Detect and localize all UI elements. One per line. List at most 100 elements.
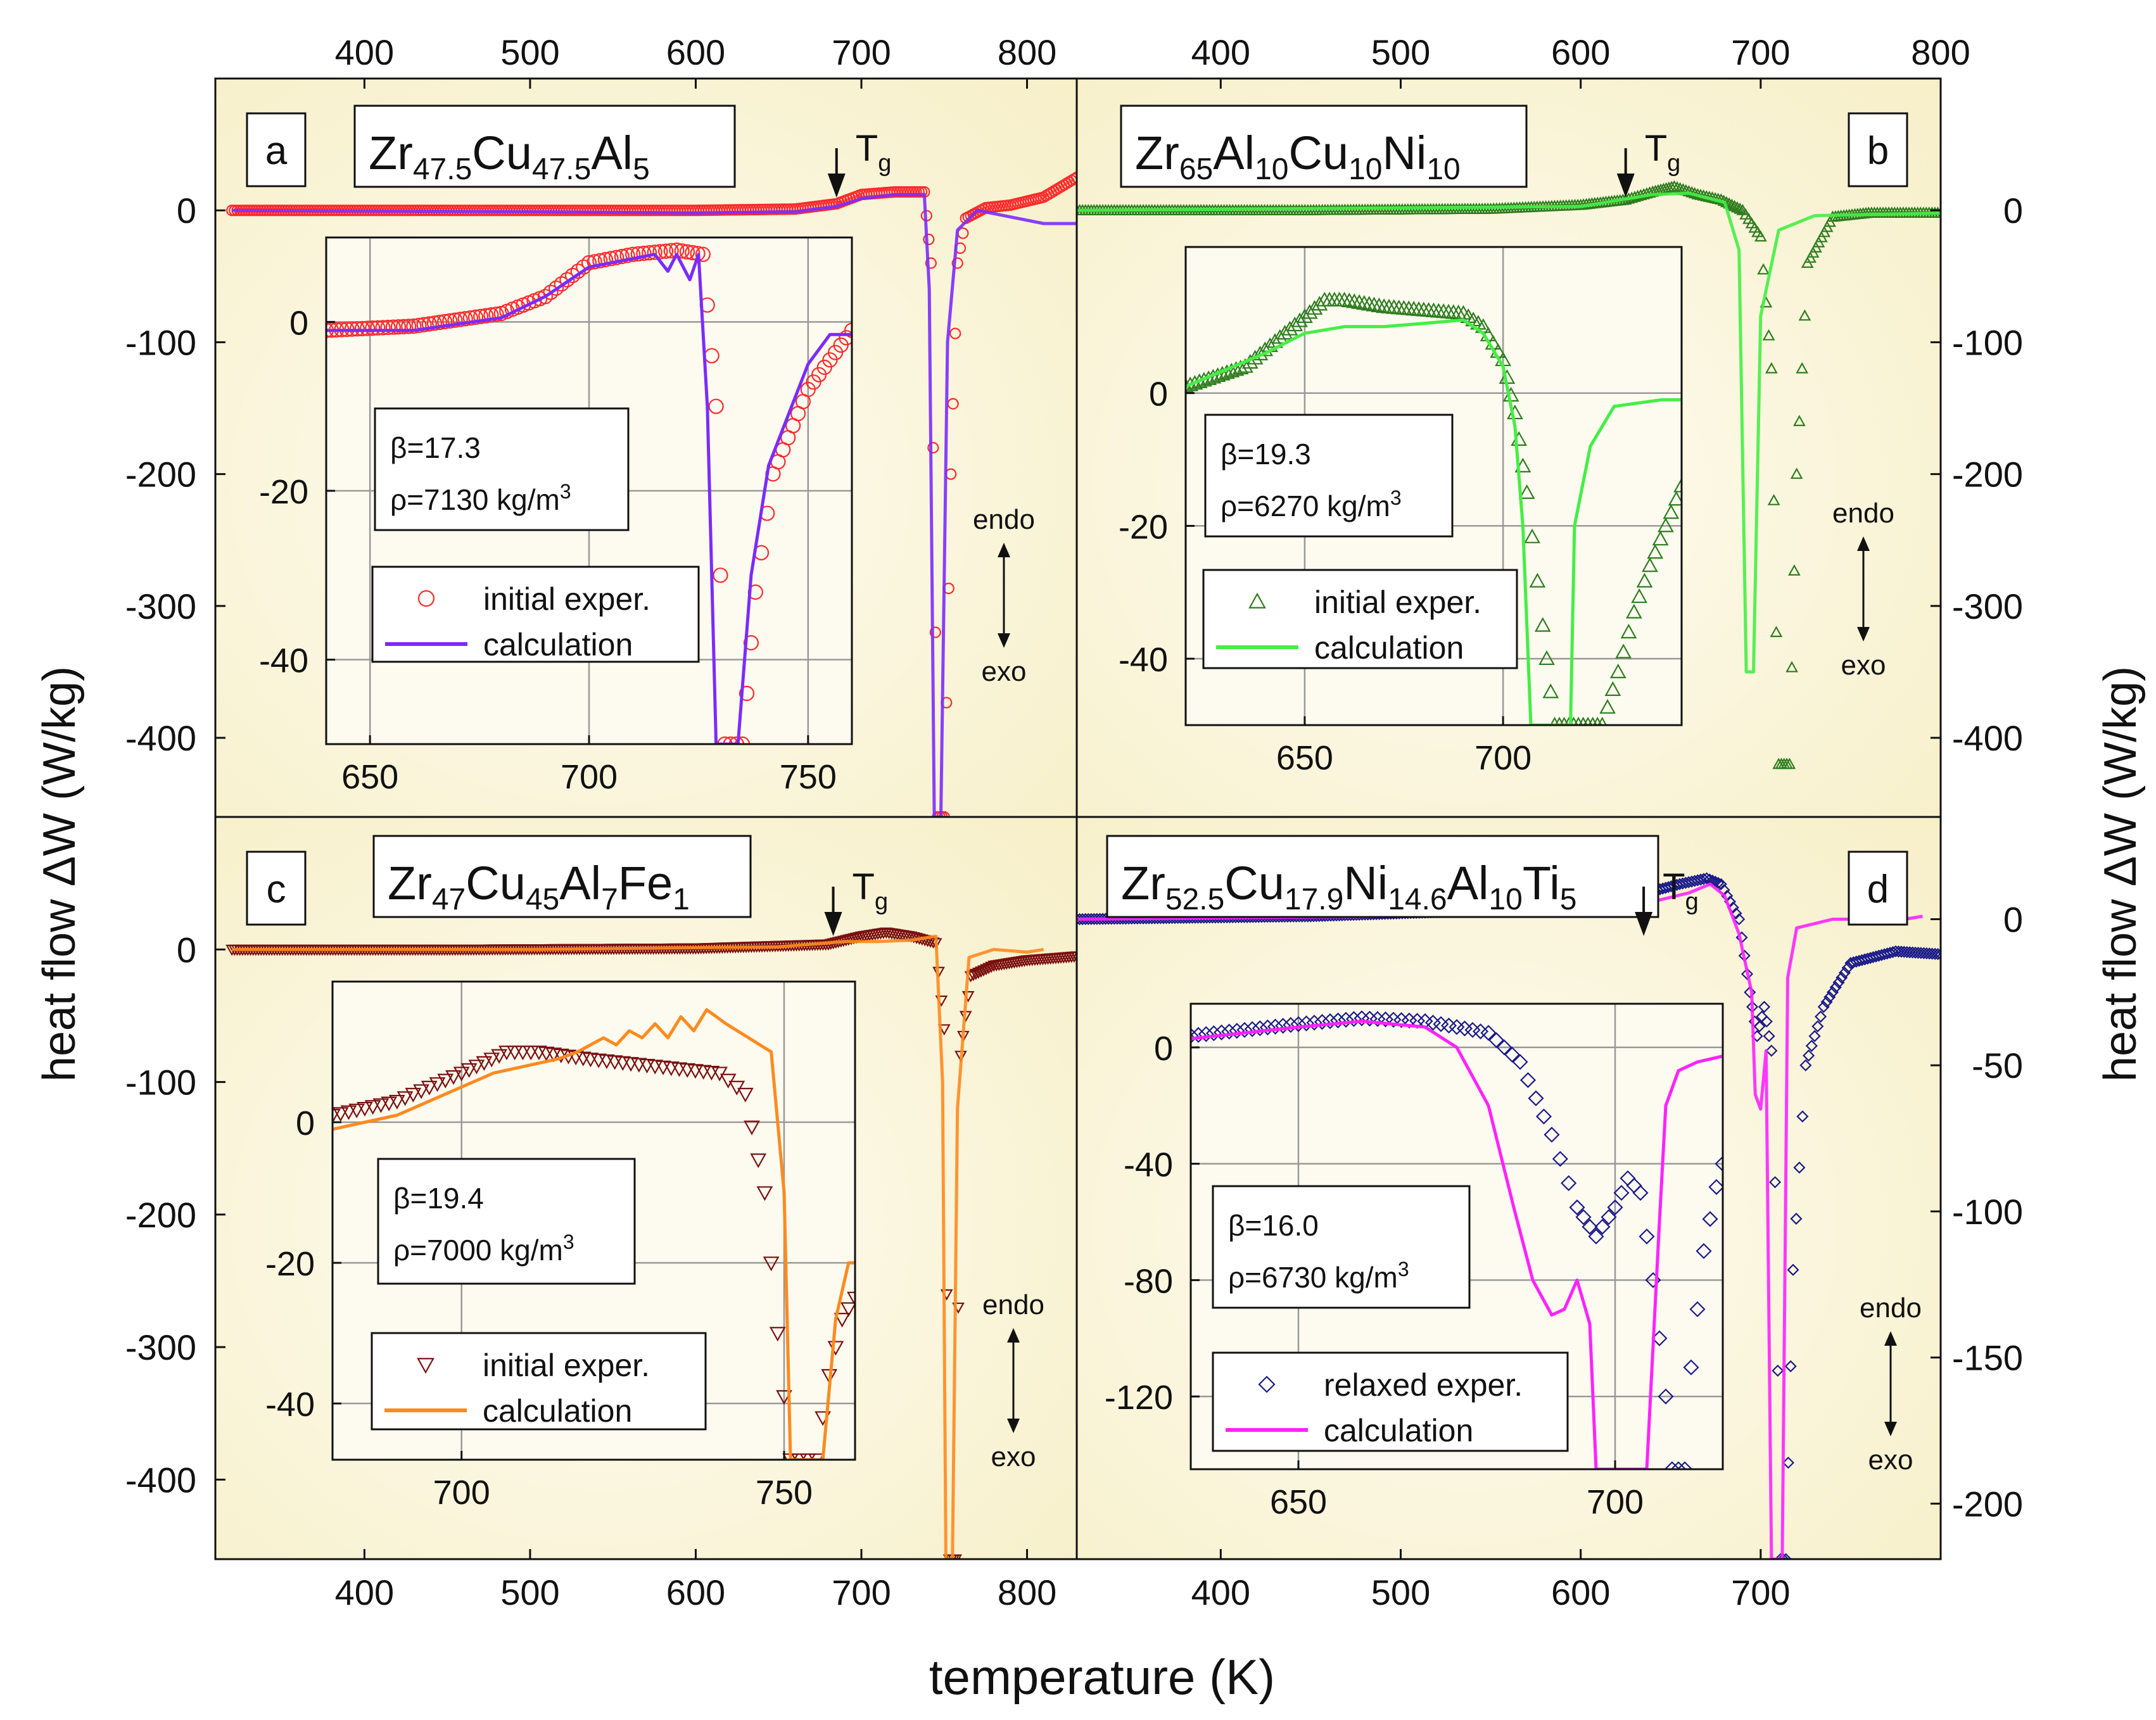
data-point — [411, 317, 427, 333]
panel-d: 400 500 600 700 0 -50 -100 -150 -200 d Zr52.5Cu17.… — [1075, 816, 2023, 1612]
data-point — [1934, 948, 1941, 961]
data-point — [416, 317, 432, 332]
data-point — [756, 1186, 773, 1201]
data-point — [457, 311, 473, 327]
endo-arrowhead — [1857, 536, 1870, 551]
data-point — [523, 1046, 540, 1061]
inset-y-tick-label: 0 — [1154, 1030, 1173, 1068]
data-point — [1535, 1108, 1552, 1125]
legend-label: relaxed exper. — [1324, 1367, 1523, 1403]
data-point — [744, 1120, 760, 1135]
data-point — [1832, 976, 1845, 989]
data-point — [1077, 913, 1086, 925]
tg-symbol: T — [1645, 128, 1667, 169]
data-point — [554, 276, 569, 292]
data-point — [1670, 1461, 1687, 1469]
composition-part: 7 — [601, 883, 618, 916]
composition-part: Al — [1213, 127, 1255, 179]
data-point — [1070, 951, 1077, 963]
data-point — [1077, 913, 1089, 925]
data-point — [1609, 663, 1627, 679]
data-point — [1632, 1185, 1649, 1201]
data-point — [388, 1094, 405, 1110]
series-line — [1186, 318, 1682, 725]
data-point — [431, 315, 448, 331]
data-point — [498, 1046, 515, 1061]
composition-part: 10 — [1488, 883, 1522, 916]
data-point — [467, 309, 484, 325]
right-tick-label: 0 — [2003, 899, 2023, 939]
data-point — [1663, 504, 1680, 519]
data-point — [597, 251, 614, 268]
tg-label: Tg — [1645, 128, 1681, 177]
data-point — [1757, 263, 1770, 275]
legend-box — [1212, 1351, 1569, 1452]
top-tick-label: 700 — [832, 32, 891, 72]
data-point — [1283, 1016, 1299, 1034]
data-point — [1765, 362, 1778, 374]
data-point — [514, 1046, 531, 1061]
data-point — [1244, 1021, 1260, 1037]
data-point — [927, 441, 939, 454]
tg-symbol: T — [856, 128, 878, 169]
data-point — [1769, 1176, 1782, 1189]
composition-part: 47.5 — [413, 153, 472, 186]
data-point — [1544, 1127, 1560, 1143]
inset-y-tick-label: -40 — [265, 1386, 315, 1424]
composition-part: Zr — [388, 857, 432, 909]
legend-label: initial exper. — [483, 1348, 650, 1383]
inset-y-tick-label: -20 — [1119, 508, 1168, 546]
data-point — [1524, 528, 1540, 543]
data-point — [1796, 1110, 1809, 1123]
data-point — [642, 245, 657, 261]
data-point — [1767, 494, 1780, 505]
series-initial-exper- — [333, 1046, 855, 1460]
data-point — [723, 736, 739, 744]
data-point — [452, 312, 468, 327]
data-point — [1096, 913, 1109, 925]
tg-subscript: g — [878, 150, 891, 177]
data-point — [1620, 623, 1637, 639]
data-point — [679, 244, 695, 260]
data-point — [460, 1063, 478, 1078]
data-point — [1796, 362, 1809, 374]
data-point — [1836, 971, 1848, 984]
data-point — [821, 1369, 838, 1384]
series-calculation — [1191, 1020, 1723, 1469]
composition-title: Zr47.5Cu47.5Al5 — [369, 127, 650, 186]
parameters-box — [1212, 1185, 1471, 1309]
data-point — [938, 811, 950, 817]
data-point — [1297, 308, 1313, 324]
composition-part: 10 — [1348, 153, 1382, 186]
data-point — [985, 961, 998, 973]
exo-label: exo — [1868, 1445, 1913, 1476]
left-tick-label: -400 — [125, 1460, 196, 1500]
data-point — [763, 1256, 780, 1272]
data-point — [972, 968, 985, 979]
data-point — [506, 1046, 523, 1061]
data-point — [1668, 491, 1682, 506]
data-point — [340, 1105, 357, 1120]
left-tick-label: 0 — [177, 191, 196, 231]
data-point — [1341, 292, 1358, 308]
data-point — [1784, 1360, 1797, 1373]
data-point — [1671, 181, 1684, 193]
data-point — [1815, 1010, 1827, 1023]
composition-part: Zr — [1121, 857, 1165, 909]
data-point — [1351, 294, 1367, 309]
inset-x-tick-label: 650 — [341, 758, 398, 796]
data-point — [1371, 297, 1388, 312]
right-tick-label: -50 — [1972, 1046, 2023, 1085]
data-point — [1518, 484, 1535, 499]
series-calculation — [1186, 318, 1682, 725]
data-point — [1712, 876, 1725, 889]
data-point — [1252, 1020, 1268, 1037]
data-point — [603, 251, 619, 267]
data-point — [1785, 661, 1798, 673]
data-point — [1393, 1012, 1410, 1028]
composition-part: 65 — [1179, 153, 1213, 186]
rho-exponent: 3 — [560, 480, 571, 503]
top-tick-label: 600 — [1551, 32, 1610, 72]
data-point — [370, 320, 386, 336]
y-axis-label-right: heat flow ΔW (W/kg) — [2095, 666, 2146, 1082]
